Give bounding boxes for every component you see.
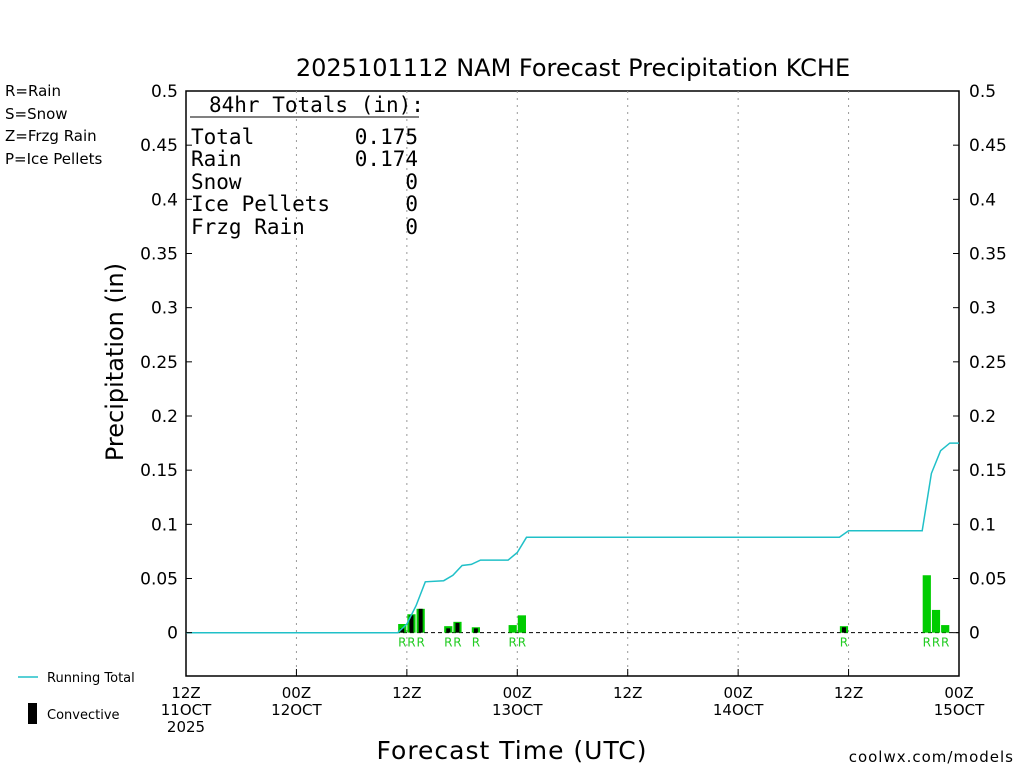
y-tick-label-right: 0.2	[969, 407, 996, 427]
x-tick-label: 00Z	[723, 684, 752, 702]
legend-frzg-rain: Z=Frzg Rain	[5, 127, 97, 145]
y-axis-label: Precipitation (in)	[101, 263, 129, 461]
axis-layer: 0 00.05 0.050.1 0.10.15 0.150.2 0.20.25 0.250.…	[140, 82, 1007, 736]
ptype-label: R	[472, 636, 480, 650]
ptype-label: R	[941, 636, 949, 650]
totals-label-frzg-rain: Frzg Rain	[191, 215, 305, 239]
totals-value-ice-pellets: 0	[405, 192, 418, 216]
convective-bar	[455, 622, 460, 633]
convective-bar	[400, 628, 405, 633]
y-tick-label-right: 0.15	[969, 461, 1007, 481]
ptype-label: R	[407, 636, 415, 650]
y-tick-label-right: 0.3	[969, 299, 996, 319]
y-tick-label-left: 0.5	[151, 82, 178, 102]
ptype-label: R	[518, 636, 526, 650]
ptype-label: R	[444, 636, 452, 650]
precip-bar	[931, 609, 941, 633]
credit-text: coolwx.com/models	[849, 748, 1014, 766]
ptype-label: R	[509, 636, 517, 650]
ptype-label: R	[453, 636, 461, 650]
x-tick-label: 12OCT	[271, 701, 322, 719]
convective-bar	[418, 608, 423, 633]
y-tick-label-left: 0.15	[140, 461, 178, 481]
x-tick-label: 14OCT	[713, 701, 764, 719]
y-tick-label-right: 0.05	[969, 570, 1007, 590]
y-tick-label-left: 0	[167, 624, 178, 644]
totals-heading: 84hr Totals (in):	[209, 93, 424, 117]
y-tick-label-right: 0.25	[969, 353, 1007, 373]
y-tick-label-left: 0.45	[140, 136, 178, 156]
legend-ice-pellets: P=Ice Pellets	[5, 150, 102, 168]
grid-layer	[186, 91, 959, 676]
legend-snow: S=Snow	[5, 105, 68, 123]
ptype-label: R	[923, 636, 931, 650]
y-tick-label-left: 0.35	[140, 245, 178, 265]
precip-bar	[517, 615, 526, 633]
precip-bar	[508, 625, 517, 633]
ptype-label: R	[932, 636, 940, 650]
x-tick-label: 00Z	[503, 684, 532, 702]
y-tick-label-left: 0.05	[140, 570, 178, 590]
y-tick-label-left: 0.3	[151, 299, 178, 319]
totals-label-ice-pellets: Ice Pellets	[191, 192, 330, 216]
precip-bar	[941, 625, 950, 633]
convective-bar	[409, 615, 414, 633]
x-tick-label: 00Z	[944, 684, 973, 702]
convective-bar	[473, 628, 478, 633]
x-tick-label: 00Z	[282, 684, 311, 702]
legend-rain: R=Rain	[5, 82, 61, 100]
legend-running-total-label: Running Total	[47, 671, 135, 686]
y-tick-label-right: 0.5	[969, 82, 996, 102]
y-tick-label-right: 0.45	[969, 136, 1007, 156]
running-total-line	[186, 442, 959, 634]
y-tick-label-left: 0.1	[151, 515, 178, 535]
x-axis-label: Forecast Time (UTC)	[377, 736, 648, 765]
y-tick-label-right: 0.1	[969, 515, 996, 535]
totals-label-rain: Rain	[191, 147, 242, 171]
totals-value-snow: 0	[405, 170, 418, 194]
x-tick-label: 12Z	[171, 684, 200, 702]
totals-value-total: 0.175	[355, 125, 418, 149]
chart-title: 2025101112 NAM Forecast Precipitation KC…	[296, 54, 850, 82]
legend-convective-swatch	[28, 703, 37, 724]
x-tick-label: 15OCT	[934, 701, 985, 719]
line-layer	[186, 442, 959, 634]
totals-box: 84hr Totals (in): Total 0.175 Rain 0.174…	[190, 93, 424, 239]
precip-bar	[922, 575, 931, 633]
legend-convective-label: Convective	[47, 708, 120, 723]
x-tick-label: 13OCT	[492, 701, 543, 719]
totals-value-rain: 0.174	[355, 147, 418, 171]
plot-frame	[185, 90, 960, 677]
totals-value-frzg-rain: 0	[405, 215, 418, 239]
y-tick-label-right: 0	[969, 624, 980, 644]
x-tick-label: 11OCT	[161, 701, 212, 719]
y-tick-label-right: 0.4	[969, 190, 996, 210]
y-tick-label-right: 0.35	[969, 245, 1007, 265]
x-tick-label: 12Z	[392, 684, 421, 702]
y-tick-label-left: 0.4	[151, 190, 178, 210]
totals-label-snow: Snow	[191, 170, 242, 194]
ptype-label: R	[398, 636, 406, 650]
x-tick-label: 12Z	[834, 684, 863, 702]
y-tick-label-left: 0.25	[140, 353, 178, 373]
ptype-label: R	[416, 636, 424, 650]
ptype-label: R	[840, 636, 848, 650]
x-tick-label: 12Z	[613, 684, 642, 702]
y-tick-label-left: 0.2	[151, 407, 178, 427]
convective-bar	[841, 627, 846, 633]
x-tick-label: 2025	[167, 718, 205, 736]
totals-label-total: Total	[191, 125, 254, 149]
convective-bar	[446, 628, 451, 633]
